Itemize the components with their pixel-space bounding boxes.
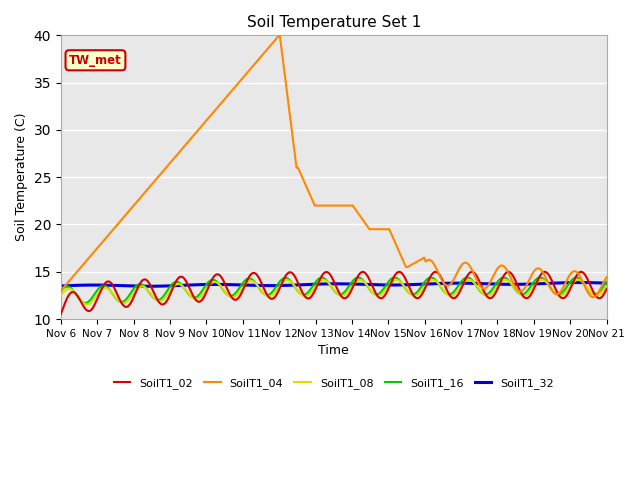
Title: Soil Temperature Set 1: Soil Temperature Set 1	[246, 15, 421, 30]
Y-axis label: Soil Temperature (C): Soil Temperature (C)	[15, 113, 28, 241]
Text: TW_met: TW_met	[69, 54, 122, 67]
X-axis label: Time: Time	[318, 344, 349, 357]
Legend: SoilT1_02, SoilT1_04, SoilT1_08, SoilT1_16, SoilT1_32: SoilT1_02, SoilT1_04, SoilT1_08, SoilT1_…	[109, 373, 558, 393]
